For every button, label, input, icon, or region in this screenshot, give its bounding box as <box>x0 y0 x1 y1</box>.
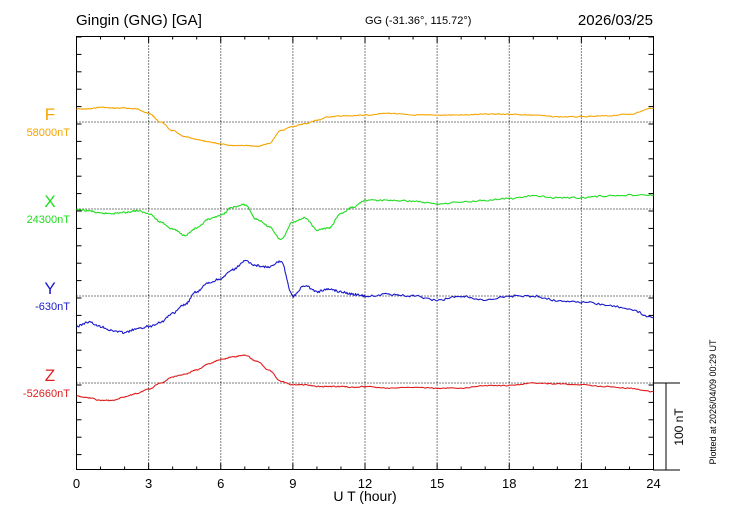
baseline-label-Z: -52660nT <box>23 388 70 400</box>
series-line-Z <box>76 354 654 402</box>
channel-labels: F 58000nT X 24300nT Y -630nT Z -52660nT <box>23 105 70 400</box>
x-tick-label-18: 18 <box>502 476 516 491</box>
x-tick-label-9: 9 <box>289 476 296 491</box>
series-layer <box>76 106 654 402</box>
channel-name-X: X <box>44 192 55 211</box>
station-title: Gingin (GNG) [GA] <box>76 12 202 29</box>
x-tick-label-12: 12 <box>358 476 372 491</box>
x-tick-label-0: 0 <box>73 476 80 491</box>
channel-name-Z: Z <box>45 366 55 385</box>
scale-bar-label: 100 nT <box>672 408 686 446</box>
grid-layer <box>76 36 654 470</box>
series-line-F <box>76 106 654 148</box>
baseline-label-Y: -630nT <box>35 301 70 313</box>
channel-name-Y: Y <box>44 279 55 298</box>
baseline-label-X: 24300nT <box>27 214 71 226</box>
x-tick-label-15: 15 <box>430 476 444 491</box>
x-tick-label-21: 21 <box>574 476 588 491</box>
x-axis-label: U T (hour) <box>333 488 396 504</box>
x-tick-label-3: 3 <box>145 476 152 491</box>
x-tick-label-24: 24 <box>646 476 660 491</box>
channel-name-F: F <box>45 105 55 124</box>
series-line-Y <box>76 259 654 335</box>
x-axis-ticks: 0 3 6 9 12 15 18 21 24 <box>73 36 661 491</box>
coords-label: GG (-31.36°, 115.72°) <box>365 15 471 27</box>
baseline-label-F: 58000nT <box>27 127 71 139</box>
scale-bar: 100 nT <box>653 382 686 471</box>
x-tick-label-6: 6 <box>217 476 224 491</box>
series-line-X <box>76 193 654 240</box>
plotted-timestamp: Plotted at 2026/04/09 00:29 UT <box>708 339 718 465</box>
date-label: 2026/03/25 <box>578 12 653 29</box>
